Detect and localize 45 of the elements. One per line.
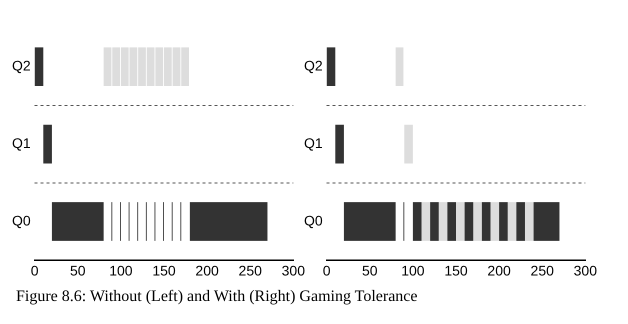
bar: [422, 202, 430, 241]
bar: [438, 202, 448, 241]
x-tick-label: 150: [444, 262, 468, 278]
bar: [335, 124, 344, 164]
bar: [404, 124, 413, 164]
bar: [464, 202, 474, 241]
y-tick-label: Q1: [12, 134, 31, 151]
bar: [34, 47, 44, 86]
bar: [190, 202, 268, 241]
x-tick-label: 250: [238, 262, 262, 278]
x-tick-label: 0: [322, 262, 331, 278]
bar: [473, 202, 482, 241]
bar: [456, 202, 465, 241]
bar: [508, 202, 516, 241]
x-tick-label: 300: [282, 262, 306, 278]
bar: [499, 202, 508, 241]
bar: [396, 47, 404, 86]
bar: [524, 202, 534, 241]
x-tick-label: 150: [152, 262, 176, 278]
x-tick-label: 200: [195, 262, 219, 278]
x-tick-label: 50: [70, 262, 86, 278]
bar: [43, 124, 52, 164]
x-tick-label: 0: [30, 262, 39, 278]
y-tick-label: Q0: [304, 212, 323, 228]
x-tick-label: 100: [109, 262, 133, 278]
x-tick-label: 300: [574, 262, 598, 278]
bar: [344, 202, 396, 241]
x-tick-label: 250: [530, 262, 554, 278]
caption: Figure 8.6: Without (Left) and With (Right) Gaming Tolerance: [16, 288, 418, 306]
bar: [52, 202, 104, 241]
y-tick-label: Q1: [304, 134, 323, 151]
x-tick-label: 50: [362, 262, 378, 278]
bar: [534, 202, 560, 241]
bar: [326, 47, 336, 86]
x-tick-label: 100: [401, 262, 425, 278]
bar: [490, 202, 500, 241]
y-tick-label: Q0: [12, 212, 31, 228]
bar: [516, 202, 525, 241]
bar: [447, 202, 456, 241]
y-tick-label: Q2: [12, 58, 31, 74]
bar: [482, 202, 490, 241]
bar: [430, 202, 439, 241]
bar: [412, 202, 422, 241]
x-tick-label: 200: [487, 262, 511, 278]
y-tick-label: Q2: [304, 58, 323, 74]
